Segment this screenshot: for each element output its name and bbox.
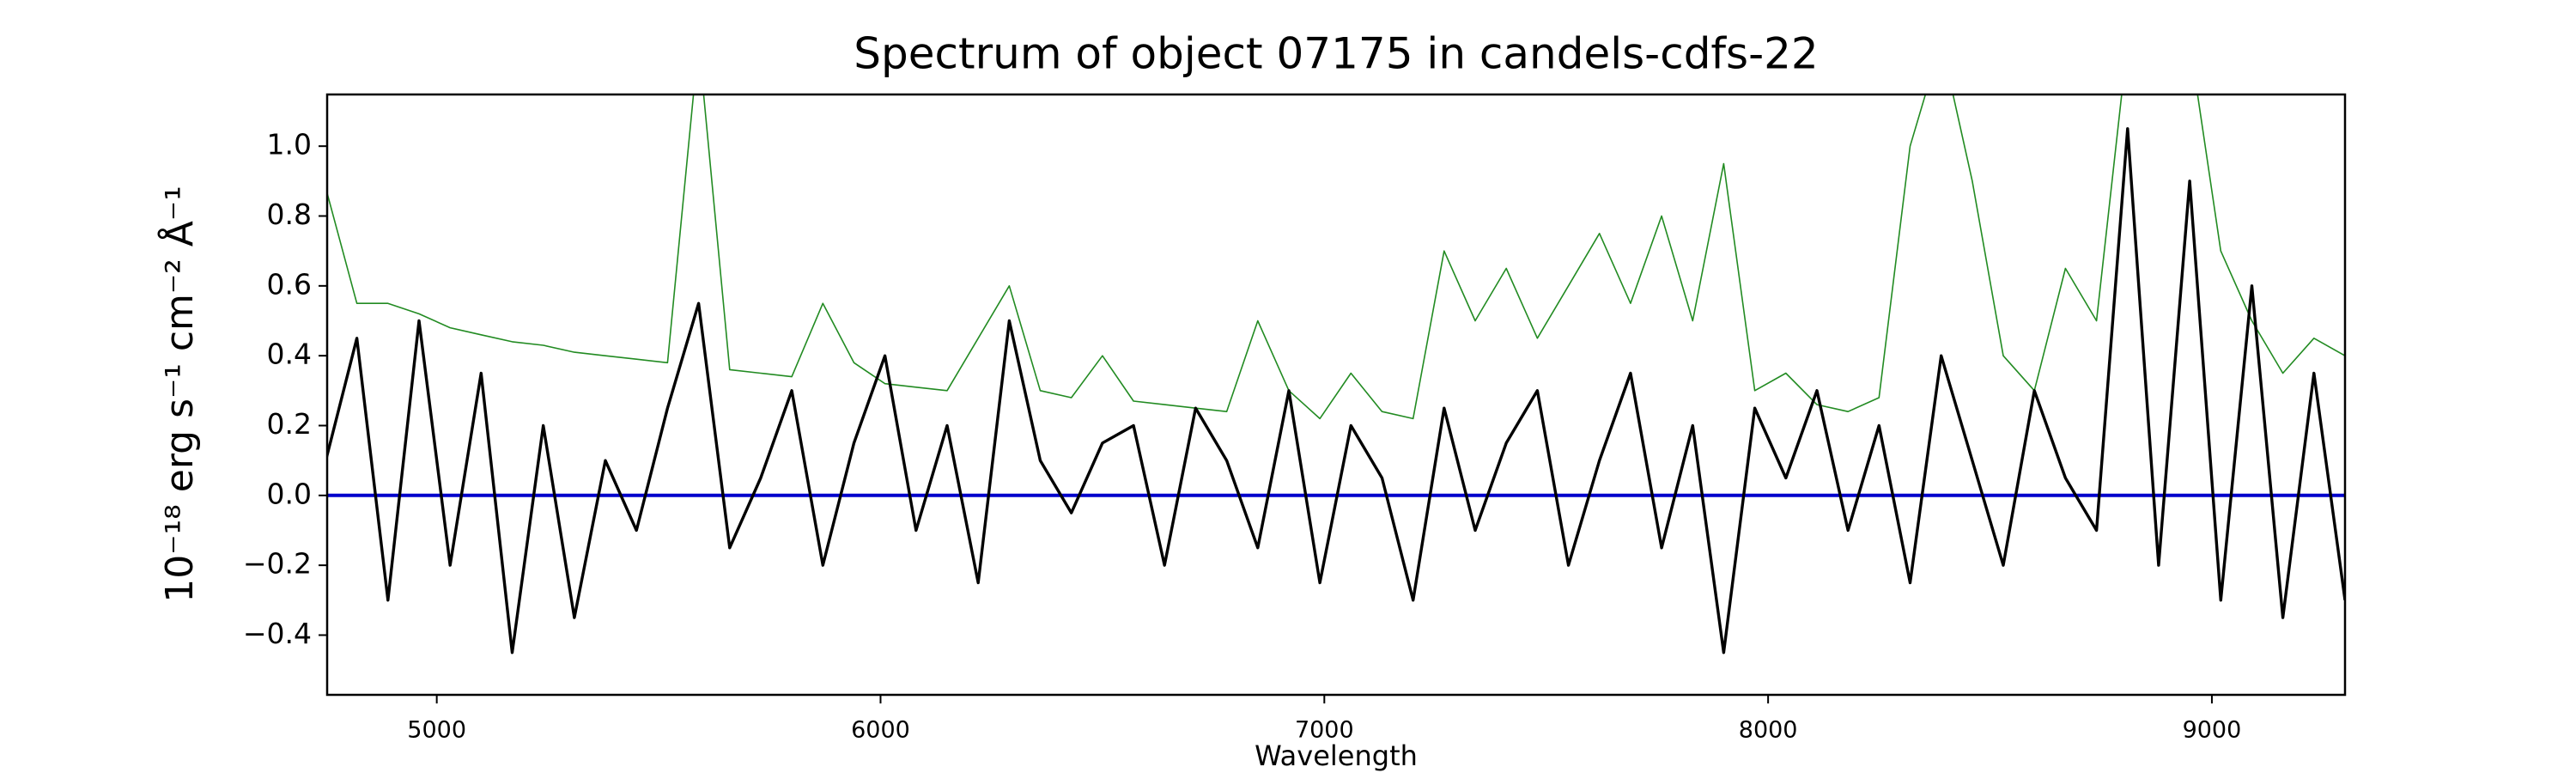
y-tick-label: −0.2: [243, 547, 312, 581]
x-tick-label: 5000: [407, 717, 466, 744]
y-tick-label: 0.6: [267, 267, 312, 301]
y-tick-label: 1.0: [267, 128, 312, 161]
y-tick-label: 0.0: [267, 477, 312, 510]
y-tick-label: −0.4: [243, 617, 312, 650]
x-tick-label: 6000: [851, 717, 910, 744]
x-tick-label: 9000: [2183, 717, 2242, 744]
axes-frame: [325, 93, 2347, 697]
x-axis-label: Wavelength: [1255, 740, 1418, 772]
spectrum-line: [327, 94, 2345, 420]
spectrum-line: [327, 127, 2345, 654]
chart-title: Spectrum of object 07175 in candels-cdfs…: [854, 29, 1819, 79]
plot-area: [327, 94, 2345, 654]
y-tick-label: 0.2: [267, 407, 312, 441]
x-tick-label: 7000: [1295, 717, 1354, 744]
y-tick-label: 0.8: [267, 198, 312, 231]
y-axis-label: 10⁻¹⁸ erg s⁻¹ cm⁻² Å⁻¹: [156, 186, 202, 602]
y-tick-label: 0.4: [267, 338, 312, 371]
x-tick-label: 8000: [1739, 717, 1798, 744]
